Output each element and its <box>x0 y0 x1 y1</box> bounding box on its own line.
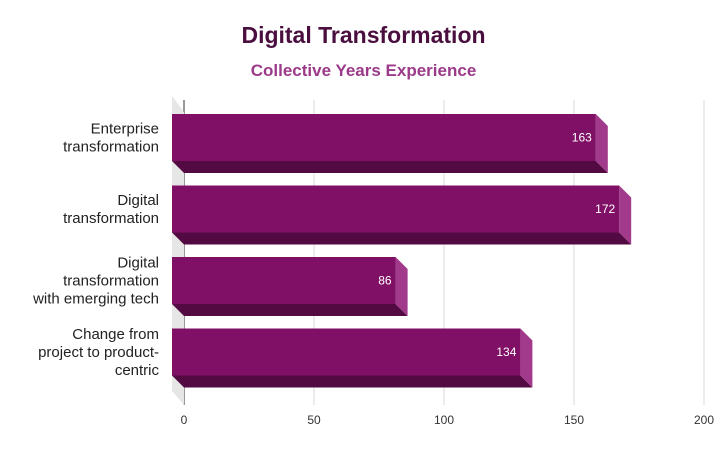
category-label: Change from project to product-centric <box>38 326 159 379</box>
bar-bottom-face <box>172 161 608 173</box>
x-tick-label: 0 <box>181 413 188 427</box>
bar-side-face <box>595 114 608 173</box>
chart-side-wall <box>172 96 184 405</box>
category-label: Digital transformation with emerging tech <box>32 255 159 308</box>
bar-bottom-face <box>172 375 533 388</box>
bar-side-face <box>619 185 632 245</box>
category-label: Digital transformation <box>63 192 159 227</box>
x-tick-label: 150 <box>564 413 584 427</box>
bar-bottom-face <box>172 304 408 316</box>
bar-side-face <box>395 257 408 316</box>
x-axis-tick-labels: 0 50 100 150 200 <box>181 413 715 427</box>
bar-side-face <box>520 328 533 388</box>
chart-subtitle: Collective Years Experience <box>250 61 477 80</box>
bar <box>172 185 620 233</box>
category-labels: Enterprise transformation Digital transform… <box>32 121 159 380</box>
bar-value-label: 134 <box>496 345 516 359</box>
chart-wall <box>172 96 184 405</box>
bar-value-label: 163 <box>572 131 592 145</box>
bar-value-label: 172 <box>595 202 615 216</box>
x-tick-label: 50 <box>307 413 321 427</box>
bar-value-label: 86 <box>378 274 392 288</box>
bar <box>172 328 521 376</box>
category-label: Enterprise transformation <box>63 121 159 156</box>
bar <box>172 114 596 161</box>
x-tick-label: 200 <box>694 413 714 427</box>
bar <box>172 257 396 304</box>
chart-title: Digital Transformation <box>241 22 486 48</box>
bar-bottom-face <box>172 232 632 245</box>
bars: 163 172 86 134 <box>172 114 632 388</box>
x-tick-label: 100 <box>434 413 454 427</box>
